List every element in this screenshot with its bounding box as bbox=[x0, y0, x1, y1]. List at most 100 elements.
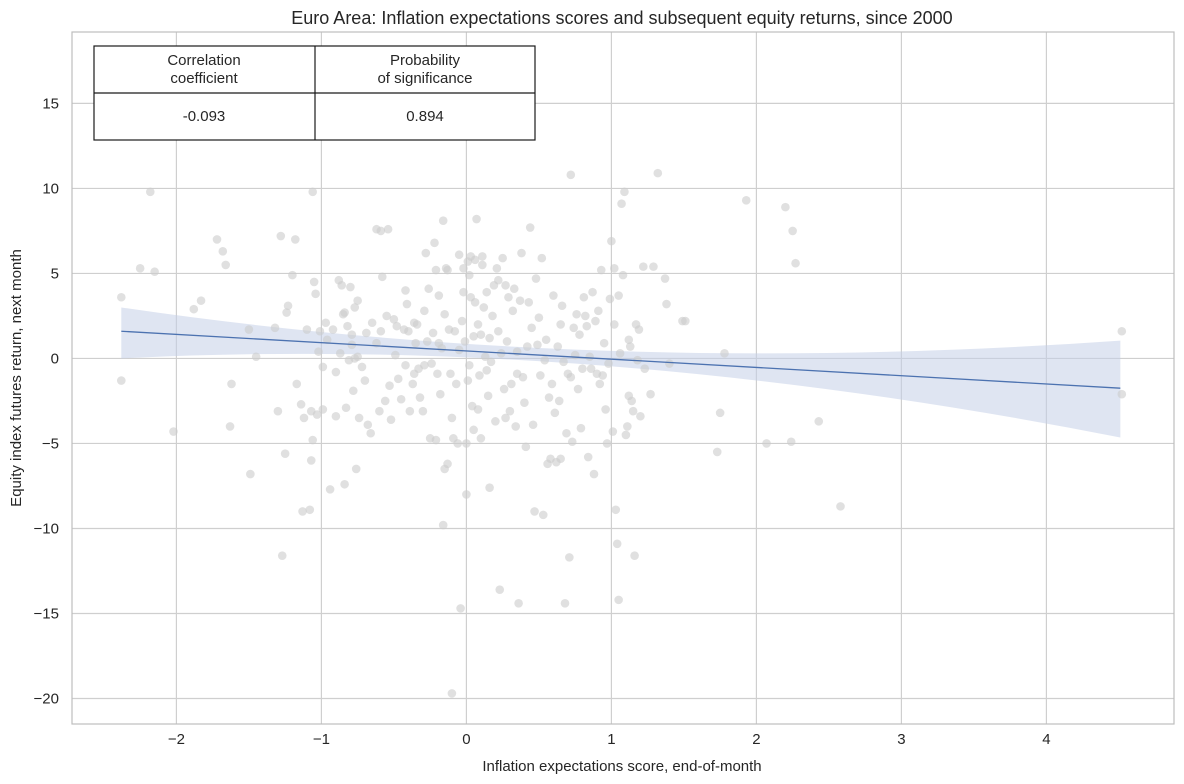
scatter-point bbox=[646, 389, 655, 399]
scatter-point bbox=[447, 689, 457, 698]
scatter-point bbox=[536, 371, 545, 380]
scatter-point bbox=[653, 168, 663, 178]
scatter-point bbox=[562, 428, 571, 438]
scatter-point bbox=[422, 337, 432, 346]
scatter-point bbox=[495, 585, 505, 594]
scatter-point bbox=[575, 330, 584, 339]
scatter-point bbox=[383, 224, 393, 234]
scatter-point bbox=[446, 369, 455, 379]
scatter-point bbox=[276, 231, 286, 241]
scatter-point bbox=[604, 359, 613, 368]
scatter-point bbox=[549, 291, 558, 300]
scatter-point bbox=[576, 423, 586, 433]
scatter-point bbox=[427, 359, 436, 368]
scatter-point bbox=[367, 318, 377, 328]
scatter-point bbox=[299, 413, 309, 423]
scatter-point bbox=[594, 306, 603, 316]
scatter-point bbox=[311, 289, 320, 299]
scatter-point bbox=[438, 216, 448, 226]
scatter-point bbox=[478, 252, 487, 261]
scatter-point bbox=[634, 325, 644, 334]
scatter-point bbox=[625, 342, 635, 351]
scatter-point bbox=[340, 479, 349, 489]
scatter-point bbox=[509, 284, 519, 294]
scatter-point bbox=[530, 507, 539, 516]
scatter-point bbox=[472, 214, 481, 224]
scatter-point bbox=[476, 434, 486, 443]
x-tick-label: 3 bbox=[897, 731, 905, 748]
scatter-point bbox=[485, 483, 494, 492]
scatter-point bbox=[615, 349, 625, 358]
scatter-point bbox=[483, 391, 493, 401]
y-tick-label: 5 bbox=[51, 265, 59, 282]
scatter-point bbox=[340, 308, 349, 317]
x-tick-label: 4 bbox=[1042, 731, 1050, 748]
scatter-point bbox=[588, 287, 597, 297]
scatter-point bbox=[465, 360, 474, 370]
scatter-point bbox=[612, 539, 622, 549]
scatter-point bbox=[409, 318, 419, 328]
scatter-point bbox=[494, 275, 503, 285]
y-tick-label: −10 bbox=[34, 520, 59, 537]
scatter-point bbox=[424, 284, 434, 294]
scatter-point bbox=[443, 459, 452, 469]
scatter-point bbox=[566, 372, 576, 382]
scatter-point bbox=[433, 369, 442, 379]
scatter-point bbox=[270, 323, 280, 333]
scatter-point bbox=[117, 292, 126, 302]
y-tick-label: −15 bbox=[34, 605, 59, 622]
scatter-point bbox=[502, 337, 512, 346]
table-header-line: of significance bbox=[377, 70, 472, 87]
scatter-point bbox=[415, 393, 425, 402]
scatter-point bbox=[512, 347, 522, 356]
scatter-point bbox=[514, 598, 523, 608]
scatter-point bbox=[350, 303, 360, 312]
scatter-point bbox=[420, 306, 429, 316]
scatter-point bbox=[298, 507, 307, 516]
scatter-point bbox=[386, 415, 396, 424]
scatter-point bbox=[463, 376, 473, 385]
scatter-point bbox=[457, 316, 467, 326]
x-axis-label: Inflation expectations score, end-of-mon… bbox=[482, 758, 761, 775]
scatter-point bbox=[521, 442, 531, 452]
scatter-point bbox=[404, 326, 413, 336]
scatter-point bbox=[453, 439, 463, 448]
scatter-point bbox=[585, 352, 594, 362]
scatter-point bbox=[382, 311, 391, 321]
scatter-point bbox=[620, 187, 629, 197]
scatter-point bbox=[630, 551, 639, 560]
scatter-point bbox=[362, 328, 371, 338]
scatter-point bbox=[430, 238, 439, 248]
scatter-point bbox=[553, 342, 563, 351]
scatter-point bbox=[146, 187, 155, 197]
scatter-point bbox=[321, 318, 331, 328]
scatter-point bbox=[447, 413, 457, 423]
y-tick-label: −20 bbox=[34, 690, 59, 707]
scatter-point bbox=[1117, 389, 1127, 399]
x-tick-label: 1 bbox=[607, 731, 615, 748]
scatter-point bbox=[559, 357, 568, 367]
scatter-point bbox=[462, 490, 471, 499]
scatter-point bbox=[572, 309, 581, 319]
scatter-point bbox=[331, 367, 341, 377]
scatter-point bbox=[292, 379, 302, 389]
scatter-point bbox=[547, 379, 557, 389]
confidence-band bbox=[121, 307, 1121, 438]
scatter-point bbox=[378, 272, 387, 282]
scatter-point bbox=[540, 355, 549, 365]
scatter-point bbox=[401, 286, 410, 295]
scatter-point bbox=[586, 364, 596, 373]
scatter-point bbox=[712, 447, 722, 457]
scatter-point bbox=[556, 320, 565, 329]
scatter-point bbox=[544, 393, 554, 402]
scatter-point bbox=[511, 422, 520, 431]
scatter-point bbox=[610, 320, 619, 329]
y-axis-label: Equity index futures return, next month bbox=[8, 249, 25, 507]
scatter-point bbox=[328, 325, 338, 334]
scatter-point bbox=[480, 352, 490, 362]
scatter-point bbox=[346, 282, 355, 292]
scatter-point bbox=[591, 316, 600, 326]
scatter-point bbox=[486, 357, 496, 367]
scatter-point bbox=[639, 262, 648, 271]
